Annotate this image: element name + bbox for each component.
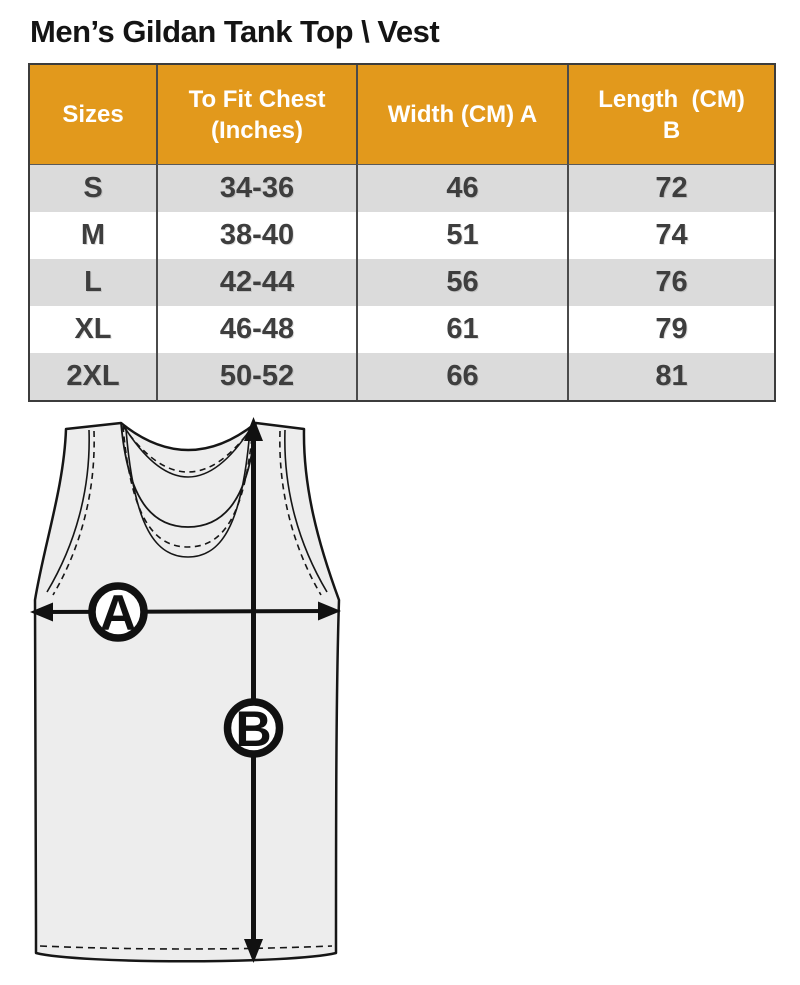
table-cell: 74 xyxy=(567,212,774,259)
table-cell: M xyxy=(30,212,156,259)
header-chest-label2: (Inches) xyxy=(210,116,303,144)
arrow-down-head xyxy=(244,939,263,963)
tank-top-diagram: A B xyxy=(30,417,341,963)
back-collar-stitching xyxy=(122,425,254,478)
length-arrow xyxy=(244,417,263,963)
header-width: Width (CM) A xyxy=(356,65,567,165)
width-label-circle xyxy=(88,582,148,642)
table-cell: 66 xyxy=(356,353,567,400)
table-cell: S xyxy=(30,165,156,212)
header-sizes: Sizes xyxy=(30,65,156,165)
arrow-up-head xyxy=(244,417,263,441)
table-cell: 50-52 xyxy=(156,353,356,400)
table-cell: 76 xyxy=(567,259,774,306)
table-cell: 56 xyxy=(356,259,567,306)
header-length-label: Length (CM) xyxy=(598,85,745,113)
armhole-stitching xyxy=(46,429,328,596)
header-length: Length (CM) B xyxy=(567,65,774,165)
header-chest-label: To Fit Chest xyxy=(188,85,326,113)
arrow-right-head xyxy=(318,601,341,621)
front-neckline-band xyxy=(120,422,257,558)
table-cell: 79 xyxy=(567,306,774,353)
table-cell: 51 xyxy=(356,212,567,259)
table-cell: 38-40 xyxy=(156,212,356,259)
header-sizes-label: Sizes xyxy=(62,101,124,128)
width-label: A xyxy=(100,585,136,641)
width-arrow xyxy=(30,601,341,622)
table-cell: 34-36 xyxy=(156,165,356,212)
hem-stitch-line xyxy=(39,945,333,950)
size-chart-table: Sizes To Fit Chest (Inches) Width (CM) A… xyxy=(28,63,776,402)
table-cell: 72 xyxy=(567,165,774,212)
header-chest: To Fit Chest (Inches) xyxy=(156,65,356,165)
length-label-circle xyxy=(223,698,284,758)
table-cell: 61 xyxy=(356,306,567,353)
table-cell: 81 xyxy=(567,353,774,400)
table-cell: 46-48 xyxy=(156,306,356,353)
header-width-label: Width (CM) A xyxy=(387,101,538,128)
tank-top-outline xyxy=(33,421,341,963)
table-cell: 42-44 xyxy=(156,259,356,306)
table-cell: L xyxy=(30,259,156,306)
table-cell: 46 xyxy=(356,165,567,212)
page-title: Men’s Gildan Tank Top \ Vest xyxy=(30,14,440,49)
arrow-left-head xyxy=(30,602,53,622)
header-length-label2: B xyxy=(662,116,681,144)
table-cell: XL xyxy=(30,306,156,353)
length-label: B xyxy=(235,701,271,757)
table-cell: 2XL xyxy=(30,353,156,400)
